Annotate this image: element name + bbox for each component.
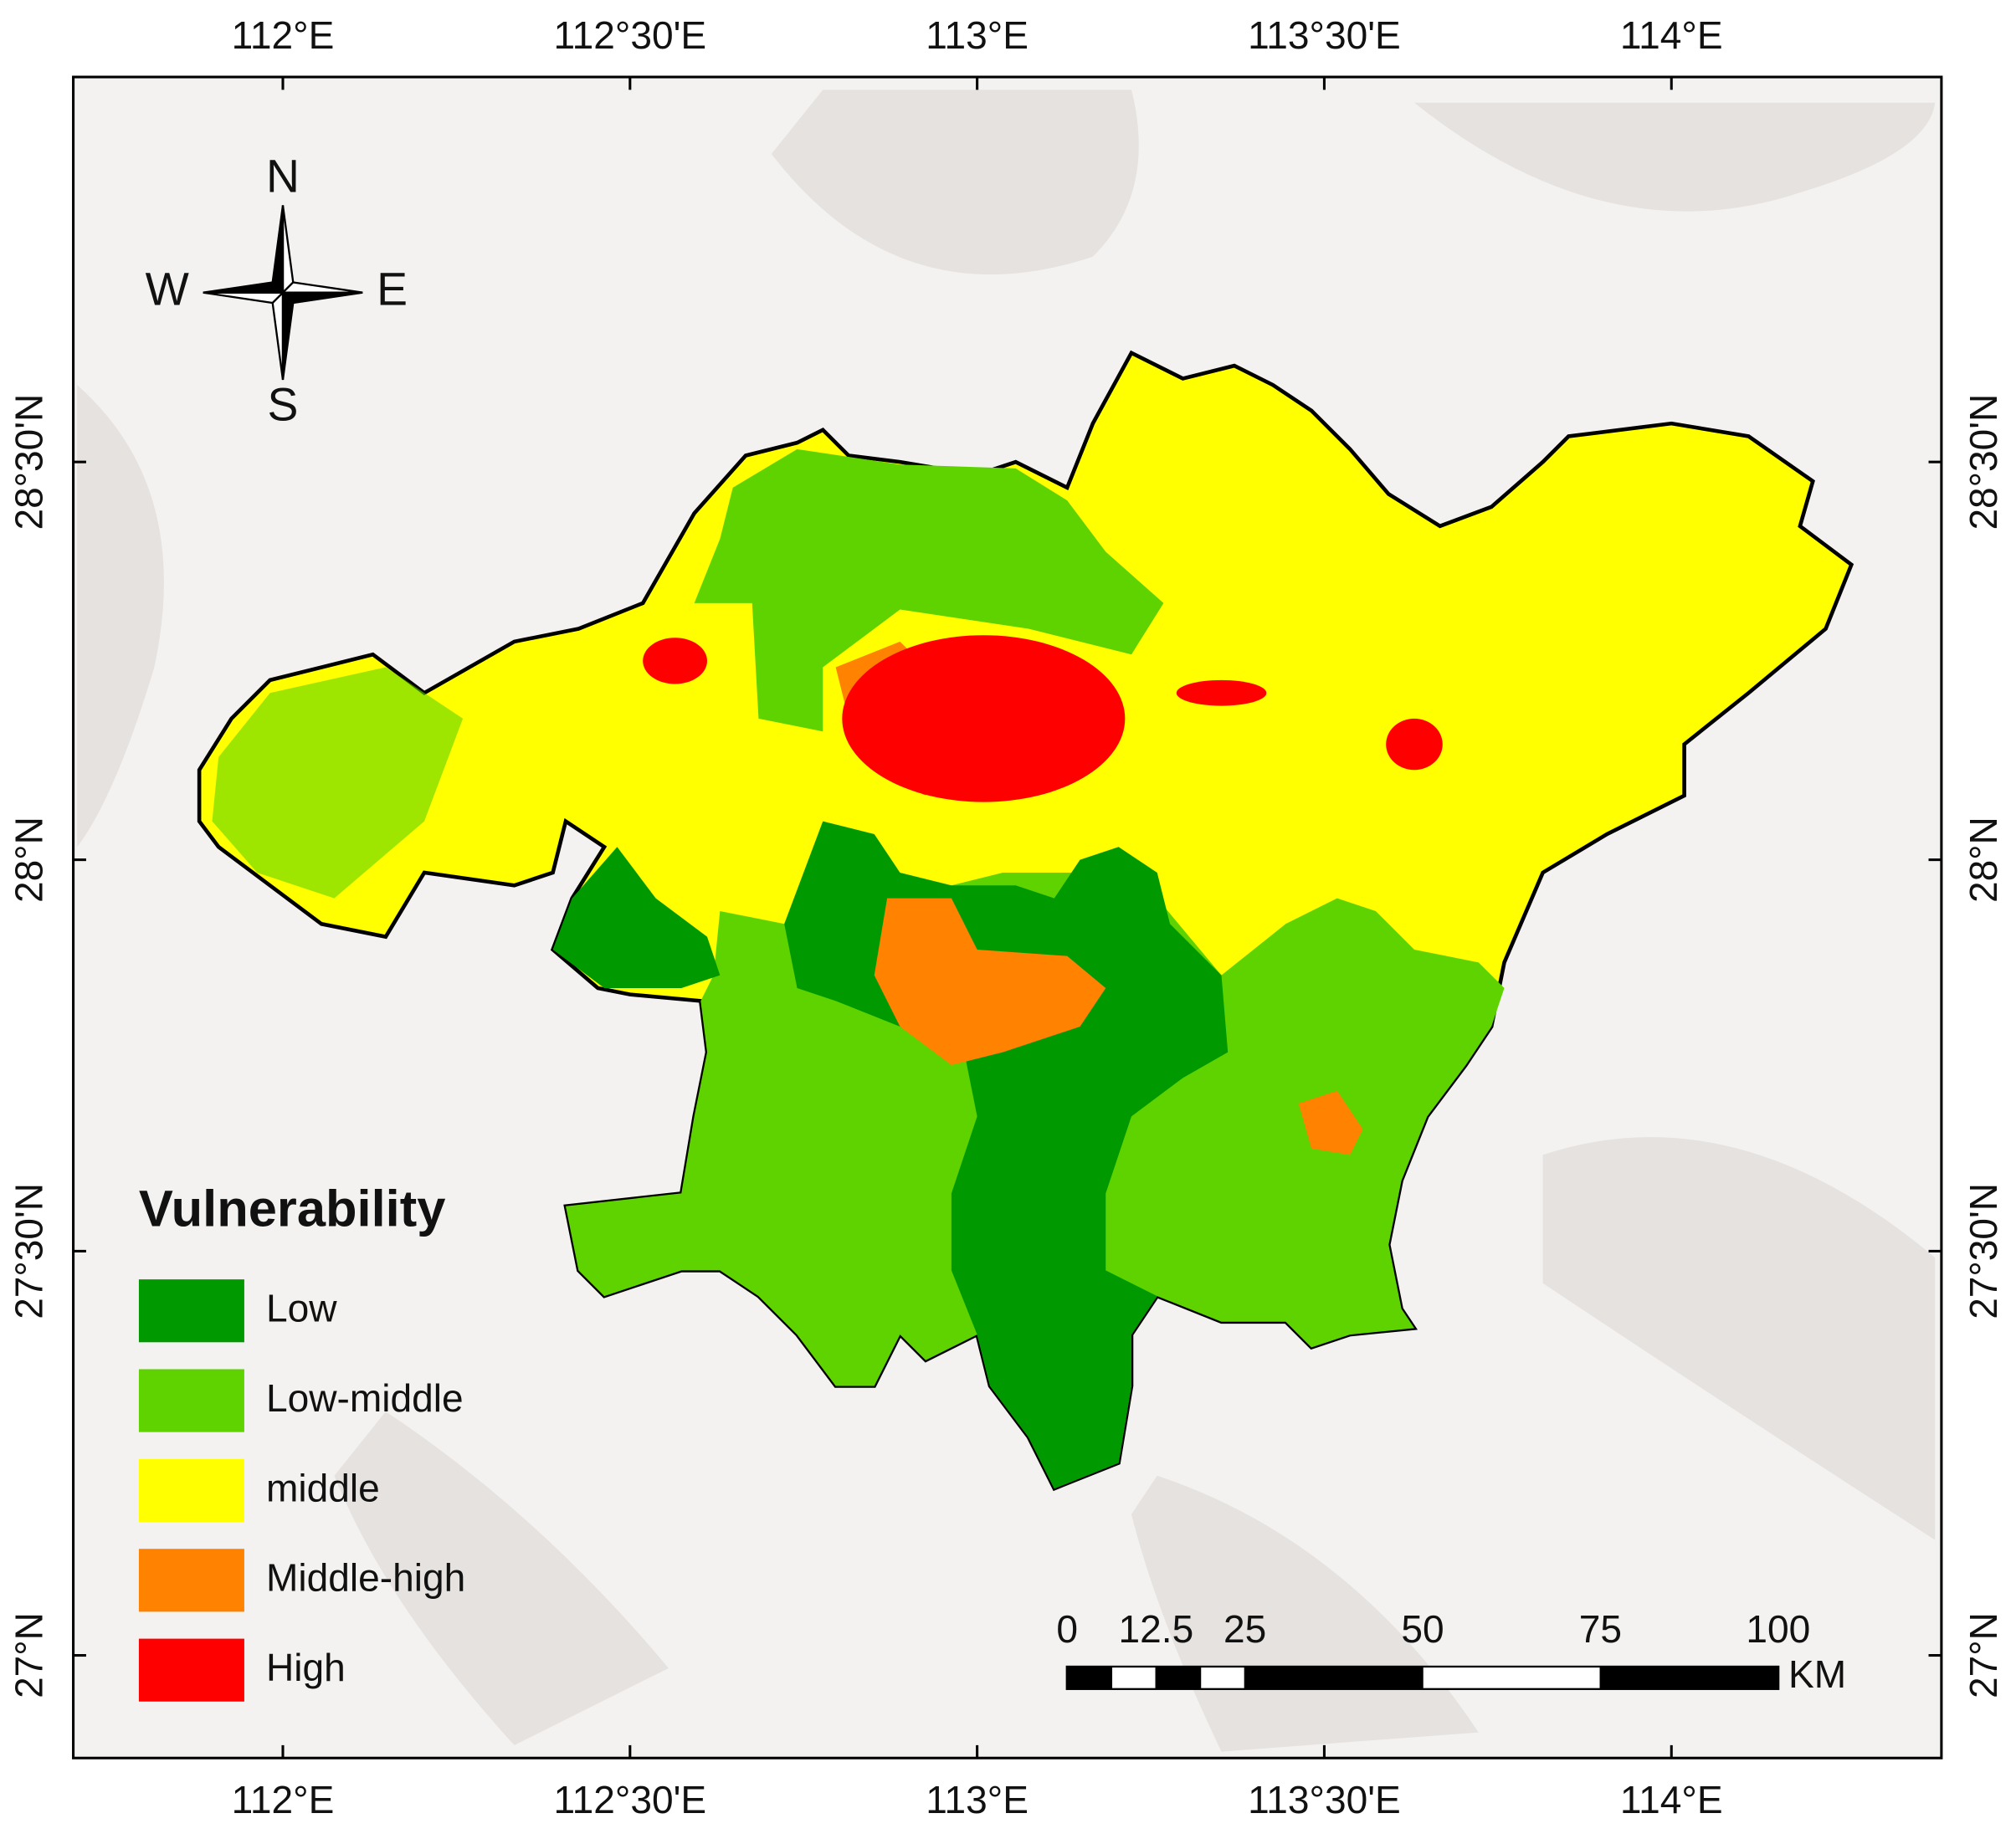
region-low-middle [212,667,464,899]
compass-east: E [377,263,408,315]
region-middle-high [874,898,1106,1066]
scale-label: 12.5 [1119,1607,1194,1651]
legend-label: Low-middle [266,1376,464,1420]
north-arrow [203,205,363,381]
longitude-label-bottom: 112°30'E [553,1778,706,1821]
scale-label: 100 [1746,1607,1810,1651]
longitude-label-bottom: 113°30'E [1248,1778,1401,1821]
latitude-label-right: 28°30'N [1962,394,2005,530]
latitude-label-left: 28°30'N [8,394,51,530]
scale-segment [1199,1666,1246,1690]
region-middle-high [1298,1090,1363,1155]
region-high [842,635,1126,802]
legend-label: middle [266,1466,380,1509]
scale-label: 50 [1401,1607,1444,1651]
scale-segment [1599,1666,1779,1690]
compass-south: S [268,378,299,430]
legend-label: Low [266,1287,337,1330]
scale-unit: KM [1788,1652,1846,1696]
latitude-label-right: 28°N [1962,817,2005,903]
longitude-label-bottom: 114°E [1620,1778,1723,1821]
latitude-label-left: 27°N [8,1612,51,1698]
region-low-middle [694,448,1164,732]
compass-north: N [266,150,300,202]
longitude-label-top: 113°E [926,13,1029,57]
scale-segment [1111,1666,1157,1690]
legend-title: Vulnerability [139,1181,445,1238]
scale-segment [1155,1666,1202,1690]
compass-west: W [146,263,189,315]
longitude-label-top: 113°30'E [1248,13,1401,57]
legend-swatch [138,1458,244,1523]
scale-label: 0 [1056,1607,1078,1651]
legend-label: High [266,1646,346,1689]
region-high [1386,718,1443,771]
legend-swatch [138,1638,244,1702]
scale-segment [1244,1666,1424,1690]
legend-swatch [138,1279,244,1343]
region-high [643,638,707,684]
scale-label: 25 [1223,1607,1266,1651]
scale-label: 75 [1579,1607,1622,1651]
latitude-label-left: 27°30'N [8,1183,51,1319]
legend-swatch [138,1549,244,1612]
longitude-label-top: 112°30'E [553,13,706,57]
scale-segment [1422,1666,1602,1690]
region-low [552,847,721,988]
longitude-label-bottom: 113°E [926,1778,1029,1821]
longitude-label-top: 112°E [232,13,335,57]
latitude-label-right: 27°30'N [1962,1183,2005,1319]
legend-label: Middle-high [266,1556,465,1600]
legend-swatch [138,1369,244,1432]
region-high [1176,679,1267,706]
latitude-label-left: 28°N [8,817,51,903]
longitude-label-bottom: 112°E [232,1778,335,1821]
latitude-label-right: 27°N [1962,1612,2005,1698]
longitude-label-top: 114°E [1620,13,1723,57]
scale-segment [1066,1666,1113,1690]
